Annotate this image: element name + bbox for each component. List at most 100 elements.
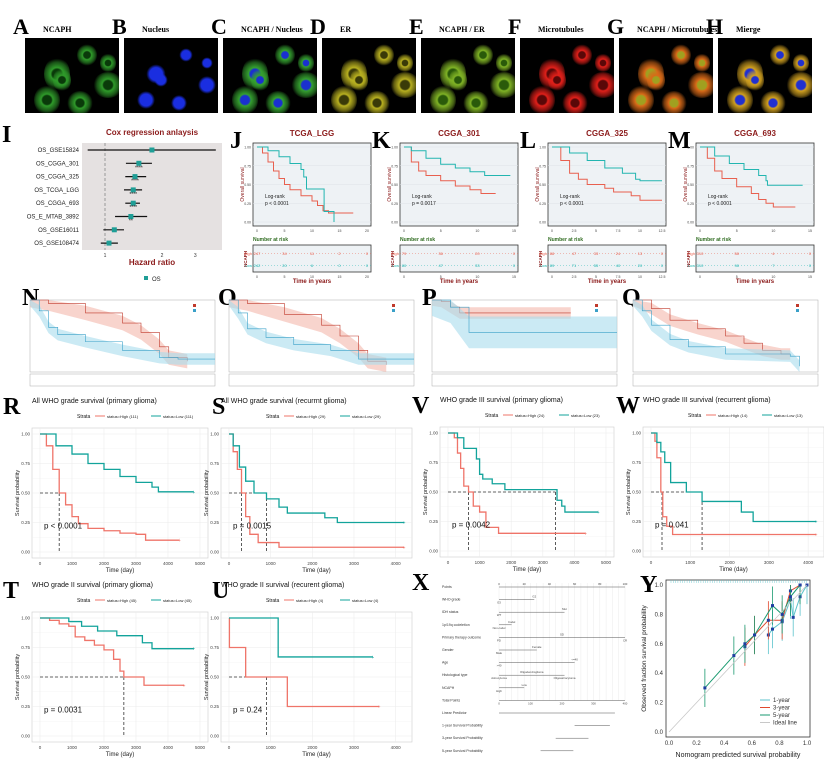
risk-row-label: Low [245, 263, 252, 268]
legend-label: status=High (24) [515, 413, 545, 418]
cell [92, 71, 119, 98]
calibration-point [743, 642, 747, 646]
risk-x-tick-label: 0 [699, 275, 701, 279]
panel-letter: U [212, 578, 229, 604]
nomogram-level-label: G2 [532, 595, 536, 599]
y-tick-label: 0.75 [429, 460, 438, 465]
y-axis-label: Survival probability [423, 469, 429, 515]
nomogram-level-label: <=40 [571, 658, 578, 662]
censor-mark: + [371, 655, 374, 661]
x-tick-label: 0 [39, 561, 42, 566]
y-tick-label: 0.75 [687, 164, 694, 168]
survival-curve [229, 299, 414, 360]
cell [100, 53, 117, 73]
risk-count: 33 [594, 251, 599, 256]
risk-table-title: Number at risk [400, 237, 435, 243]
x-tick-label: 4000 [163, 561, 174, 566]
hazard-ratio-point [130, 187, 136, 193]
cell [488, 71, 515, 98]
cell [175, 44, 196, 66]
x-tick-label: 1000 [266, 561, 277, 566]
panel-letter: Y [640, 572, 657, 598]
legend-label: status=High (14) [718, 413, 748, 418]
risk-count: 20 [475, 251, 480, 256]
y-tick-label: 0.75 [21, 645, 30, 650]
nomogram-row-label: 1-year Survival Probability [442, 724, 483, 728]
chart-title: CGGA_693 [734, 129, 776, 138]
cell [364, 90, 391, 113]
image-label: Nucleus [142, 25, 170, 34]
risk-count: 0 [338, 263, 341, 268]
x-tick-label: 10 [310, 229, 314, 233]
test-label: Log-rank [412, 194, 432, 200]
x-tick-label: 15 [512, 229, 516, 233]
confidence-band [432, 300, 617, 349]
x-axis-label: Time (day) [106, 752, 134, 758]
calibration-line [704, 584, 801, 689]
x-tick-label: 2000 [725, 560, 736, 565]
legend-swatch [392, 309, 395, 312]
chart-title: CGGA_301 [438, 129, 480, 138]
study-label: OS_GSE16011 [38, 228, 80, 234]
y-tick-label: 0.00 [210, 734, 219, 739]
risk-count: 0 [513, 263, 516, 268]
y-tick-label: 0.00 [632, 549, 641, 554]
nomogram-level-label: PD [497, 638, 501, 642]
y-axis-label: Overall survival [683, 167, 689, 201]
x-axis-label: Time (day) [106, 568, 134, 574]
legend-swatch [193, 304, 196, 307]
x-tick-label: 2000 [307, 561, 318, 566]
censor-mark: + [403, 545, 406, 551]
x-axis-label: Time (day) [302, 752, 330, 758]
test-label: Log-rank [265, 194, 285, 200]
points-tick-label: 80 [598, 582, 602, 586]
legend-swatch [595, 304, 598, 307]
cell [595, 53, 612, 73]
legend-label: 5-year [773, 713, 790, 719]
x-tick-label: 1 [104, 253, 107, 259]
p-value: p = 0.0015 [233, 522, 272, 531]
risk-count: 0 [809, 263, 812, 268]
panel-letter: K [372, 128, 391, 154]
calibration-point [753, 633, 757, 637]
survival-curve [40, 617, 194, 650]
censor-mark: + [378, 705, 381, 711]
survival-curve-high [257, 146, 354, 214]
risk-count: 88 [550, 251, 555, 256]
x-tick-label: 2 [161, 253, 164, 259]
image-label: Mierge [736, 25, 761, 34]
cell [449, 68, 468, 92]
risk-count: 242 [254, 263, 261, 268]
y-axis-label: Survival probability [204, 654, 210, 700]
risk-count: 58 [734, 251, 739, 256]
risk-group-label: NCAPH [538, 251, 543, 267]
x-axis-label: Time (day) [513, 567, 541, 573]
panel-letter: D [310, 14, 326, 39]
risk-x-tick-label: 2.5 [572, 275, 577, 279]
p-value: p < 0.0001 [265, 201, 289, 207]
chart-title: WHO grade III survival (primary glioma) [440, 397, 563, 404]
risk-count: 13 [638, 251, 643, 256]
y-tick-label: 1.00 [210, 432, 219, 437]
x-tick-label: 7.5 [616, 229, 621, 233]
p-value: p < 0.0001 [560, 201, 584, 207]
survival-curve [228, 617, 379, 708]
risk-count: 4 [772, 251, 775, 256]
y-tick-label: 1.00 [21, 616, 30, 621]
x-tick-label: 10 [771, 229, 775, 233]
nomogram-level-label: Female [532, 645, 542, 649]
chart-title: WHO grade II survival (recurent glioma) [221, 582, 344, 589]
y-tick-label: 0.0 [655, 730, 664, 736]
risk-x-tick-label: 10 [771, 275, 775, 279]
panel-letter: B [112, 14, 127, 39]
cell [290, 71, 317, 98]
y-tick-label: 0.6 [655, 642, 664, 648]
x-tick-label: 5000 [601, 560, 612, 565]
y-tick-label: 0.50 [21, 491, 30, 496]
study-label: OS_E_MTAB_3892 [27, 215, 80, 221]
y-tick-label: 0.8 [655, 612, 664, 618]
risk-count: 0 [513, 251, 516, 256]
cell [587, 71, 614, 98]
x-tick-label: 2.5 [572, 229, 577, 233]
